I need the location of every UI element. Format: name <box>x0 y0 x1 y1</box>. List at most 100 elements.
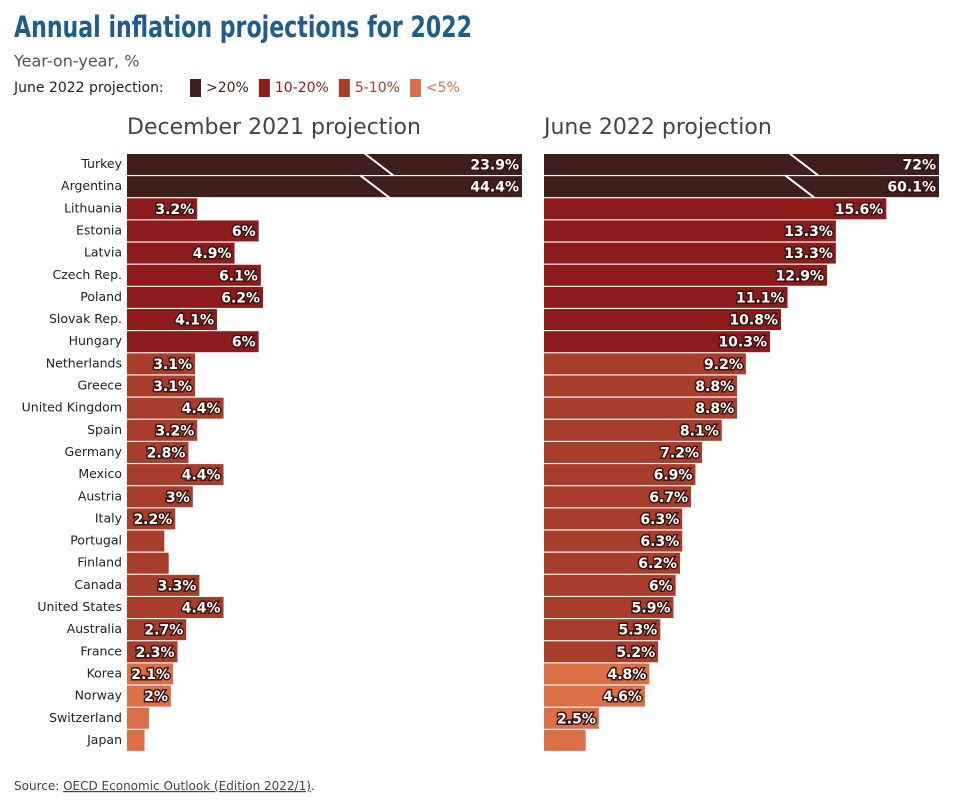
value-label: 4.9% <box>193 246 232 262</box>
value-label: 60.1% <box>887 180 936 196</box>
category-label: Lithuania <box>64 200 122 215</box>
value-label: 6.2% <box>221 290 260 306</box>
bar <box>127 154 522 175</box>
bar <box>127 397 224 419</box>
bar <box>544 441 702 463</box>
bar <box>127 685 171 707</box>
value-label: 6.3% <box>640 512 679 528</box>
legend-label: >20% <box>206 80 249 96</box>
source-link[interactable]: OECD Economic Outlook (Edition 2022/1) <box>63 779 311 793</box>
value-label: 44.4% <box>470 180 519 196</box>
value-label: 3.2% <box>155 202 194 218</box>
category-label: Greece <box>78 378 123 393</box>
value-label: 4.1% <box>175 313 214 329</box>
bar <box>544 419 722 441</box>
value-label: 11.1% <box>736 290 785 306</box>
category-label: Slovak Rep. <box>49 311 122 326</box>
value-label: 4.4% <box>182 601 221 617</box>
bar <box>544 198 887 220</box>
source-prefix: Source: <box>14 779 59 793</box>
bar <box>544 242 836 264</box>
value-label: 3.1% <box>153 379 192 395</box>
bar <box>127 552 169 574</box>
value-label: 6.3% <box>640 534 679 550</box>
category-label: Canada <box>74 577 122 592</box>
bar <box>127 597 224 618</box>
bar <box>127 707 149 729</box>
bar <box>127 353 196 375</box>
value-label: 2.1% <box>131 667 170 683</box>
value-label: 15.6% <box>835 202 884 218</box>
value-label: 8.8% <box>695 379 734 395</box>
category-label: Poland <box>80 289 122 304</box>
value-label: 6.9% <box>654 468 693 484</box>
value-label: 72% <box>902 158 936 174</box>
value-label: 13.3% <box>784 224 833 240</box>
bar <box>127 264 261 286</box>
bar <box>127 574 200 596</box>
value-label: 2.5% <box>557 711 596 727</box>
bar <box>127 309 217 331</box>
bar <box>127 242 235 264</box>
value-label: 8.8% <box>695 401 734 417</box>
bar <box>544 464 696 486</box>
category-label: Latvia <box>84 245 122 260</box>
value-label: 4.8% <box>608 667 647 683</box>
value-label: 5.2% <box>616 645 655 661</box>
bar <box>127 375 196 397</box>
category-label: Germany <box>65 444 123 459</box>
bar <box>544 552 681 574</box>
value-label: 6.1% <box>219 268 258 284</box>
value-label: 6.7% <box>649 490 688 506</box>
value-label: 8.1% <box>680 423 719 439</box>
bar <box>544 154 939 175</box>
bar <box>127 729 145 751</box>
category-label: Korea <box>87 665 122 680</box>
category-label: France <box>80 643 122 658</box>
value-label: 2.2% <box>133 512 172 528</box>
category-label: Estonia <box>76 222 122 237</box>
axis-break <box>784 174 816 199</box>
value-label: 3.2% <box>155 423 194 439</box>
category-label: Japan <box>86 732 122 747</box>
category-label: Argentina <box>61 178 122 193</box>
bar <box>127 441 189 463</box>
bar <box>544 486 692 508</box>
axis-break <box>359 174 391 199</box>
bar <box>127 641 178 663</box>
bar <box>544 331 771 353</box>
value-label: 3.3% <box>158 578 197 594</box>
legend-label: 10-20% <box>275 80 329 96</box>
category-label: Netherlands <box>46 355 122 370</box>
bar <box>127 530 165 552</box>
bar <box>127 464 224 486</box>
category-label: Mexico <box>78 466 122 481</box>
bar <box>127 619 187 641</box>
category-label: Czech Rep. <box>53 267 122 282</box>
value-label: 10.8% <box>729 313 778 329</box>
bar <box>544 530 683 552</box>
category-label: Australia <box>67 621 122 636</box>
value-label: 23.9% <box>470 158 519 174</box>
category-label: Portugal <box>70 533 122 548</box>
bar <box>544 176 939 198</box>
legend-swatch <box>409 79 421 97</box>
value-label: 13.3% <box>784 246 833 262</box>
category-label: United States <box>37 599 122 614</box>
value-label: 2.8% <box>147 445 186 461</box>
category-label: Norway <box>75 688 123 703</box>
legend-label: 5-10% <box>355 80 400 96</box>
bar <box>544 220 836 242</box>
bar <box>544 707 599 729</box>
value-label: 4.4% <box>182 401 221 417</box>
axis-break <box>788 152 820 177</box>
bar <box>544 508 683 530</box>
value-label: 10.3% <box>718 335 767 351</box>
value-label: 7.2% <box>660 445 699 461</box>
value-label: 3% <box>166 490 190 506</box>
bar <box>544 729 586 751</box>
value-label: 5.3% <box>618 623 657 639</box>
subtitle: Year-on-year, % <box>13 52 139 71</box>
panel-title: June 2022 projection <box>542 115 772 140</box>
